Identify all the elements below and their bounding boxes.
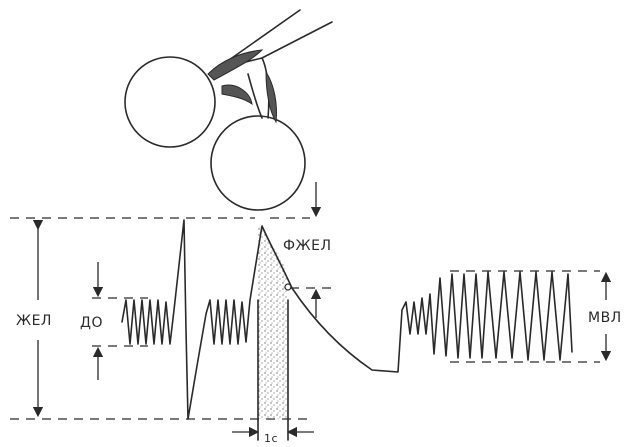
mucus-deposit-upper — [208, 50, 262, 80]
fev1-shaded-region — [258, 226, 288, 419]
airway-right-wall — [262, 22, 332, 58]
mucus-deposit-middle — [222, 85, 252, 104]
alveolus-right — [211, 116, 305, 210]
spirogram-trace — [122, 220, 572, 419]
fvc-label: ФЖЕЛ — [283, 238, 332, 254]
airway-branch-lower-left — [248, 74, 262, 118]
tv-label: ДО — [80, 315, 103, 331]
vc-label: ЖЕЛ — [16, 313, 52, 329]
mvv-label: МВЛ — [588, 310, 622, 326]
lung-illustration — [125, 10, 332, 210]
alveolus-left — [125, 57, 215, 147]
time-label: 1с — [264, 432, 278, 445]
